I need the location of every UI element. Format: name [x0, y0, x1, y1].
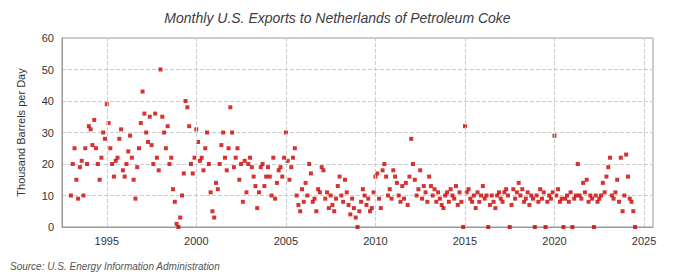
svg-text:2025: 2025	[632, 235, 656, 247]
svg-text:2015: 2015	[453, 235, 477, 247]
svg-text:40: 40	[42, 95, 54, 107]
svg-text:Thousand Barrels per Day: Thousand Barrels per Day	[15, 68, 27, 197]
svg-text:60: 60	[42, 32, 54, 44]
svg-text:30: 30	[42, 127, 54, 139]
svg-text:2000: 2000	[184, 235, 208, 247]
svg-text:Source: U.S. Energy Informatio: Source: U.S. Energy Information Administ…	[10, 261, 220, 272]
svg-text:2005: 2005	[274, 235, 298, 247]
svg-text:0: 0	[48, 221, 54, 233]
svg-text:Monthly U.S. Exports to Nether: Monthly U.S. Exports to Netherlands of P…	[164, 10, 510, 26]
svg-text:50: 50	[42, 64, 54, 76]
svg-text:1995: 1995	[95, 235, 119, 247]
svg-text:10: 10	[42, 190, 54, 202]
svg-text:2020: 2020	[542, 235, 566, 247]
svg-text:20: 20	[42, 158, 54, 170]
svg-text:2010: 2010	[363, 235, 387, 247]
